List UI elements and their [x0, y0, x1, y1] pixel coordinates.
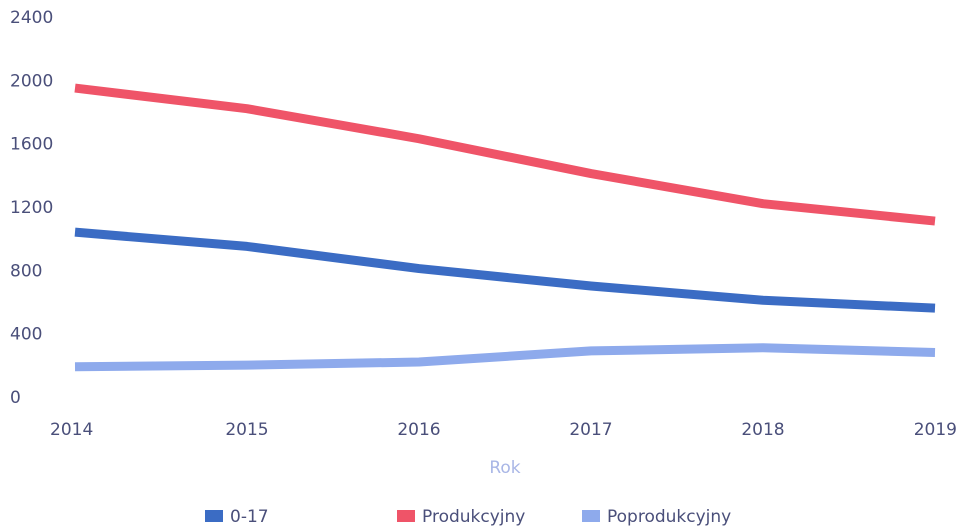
y-tick-label: 400: [10, 325, 42, 345]
legend-label: Poprodukcyjny: [607, 507, 731, 527]
x-tick-label: 2014: [50, 420, 93, 440]
legend-swatch: [397, 510, 415, 522]
x-tick-label: 2017: [569, 420, 612, 440]
x-axis-title: Rok: [489, 458, 520, 478]
legend-swatch: [582, 510, 600, 522]
legend-label: Produkcyjny: [422, 507, 525, 527]
x-tick-label: 2018: [741, 420, 784, 440]
x-tick-label: 2015: [225, 420, 268, 440]
y-tick-label: 1200: [10, 198, 53, 218]
y-tick-label: 800: [10, 261, 42, 281]
x-tick-label: 2016: [397, 420, 440, 440]
line: [74, 83, 936, 226]
line: [74, 227, 936, 313]
y-tick-label: 1600: [10, 135, 53, 155]
y-tick-label: 2400: [10, 8, 53, 28]
y-tick-label: 2000: [10, 71, 53, 91]
legend-label: 0-17: [230, 507, 269, 527]
legend-swatch: [205, 510, 223, 522]
x-tick-label: 2019: [914, 420, 957, 440]
y-tick-label: 0: [10, 388, 21, 408]
line: [74, 343, 936, 372]
